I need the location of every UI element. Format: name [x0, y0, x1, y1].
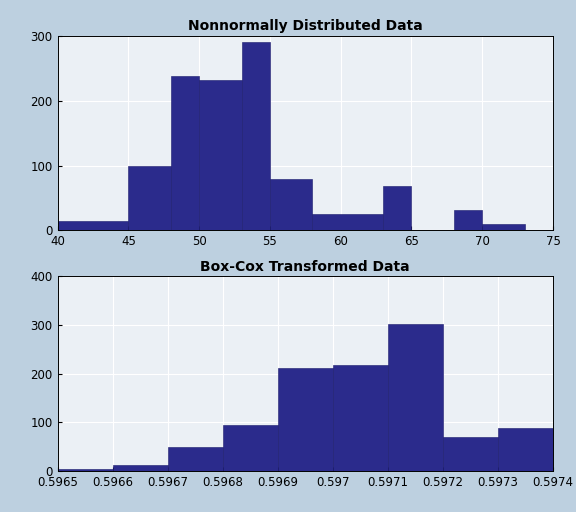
Bar — [388, 324, 443, 471]
Bar — [553, 446, 576, 471]
Bar — [454, 209, 482, 230]
Bar — [443, 437, 498, 471]
Bar — [333, 365, 388, 471]
Bar — [128, 165, 171, 230]
Bar — [498, 428, 553, 471]
Bar — [58, 468, 113, 471]
Bar — [270, 179, 312, 230]
Bar — [278, 368, 333, 471]
Bar — [241, 42, 270, 230]
Bar — [482, 224, 525, 230]
Bar — [383, 186, 411, 230]
Bar — [113, 465, 168, 471]
Title: Box-Cox Transformed Data: Box-Cox Transformed Data — [200, 260, 410, 274]
Bar — [223, 425, 278, 471]
Bar — [168, 446, 223, 471]
Title: Nonnormally Distributed Data: Nonnormally Distributed Data — [188, 19, 423, 33]
Bar — [58, 221, 128, 230]
Bar — [199, 80, 241, 230]
Bar — [171, 76, 199, 230]
Bar — [312, 214, 383, 230]
